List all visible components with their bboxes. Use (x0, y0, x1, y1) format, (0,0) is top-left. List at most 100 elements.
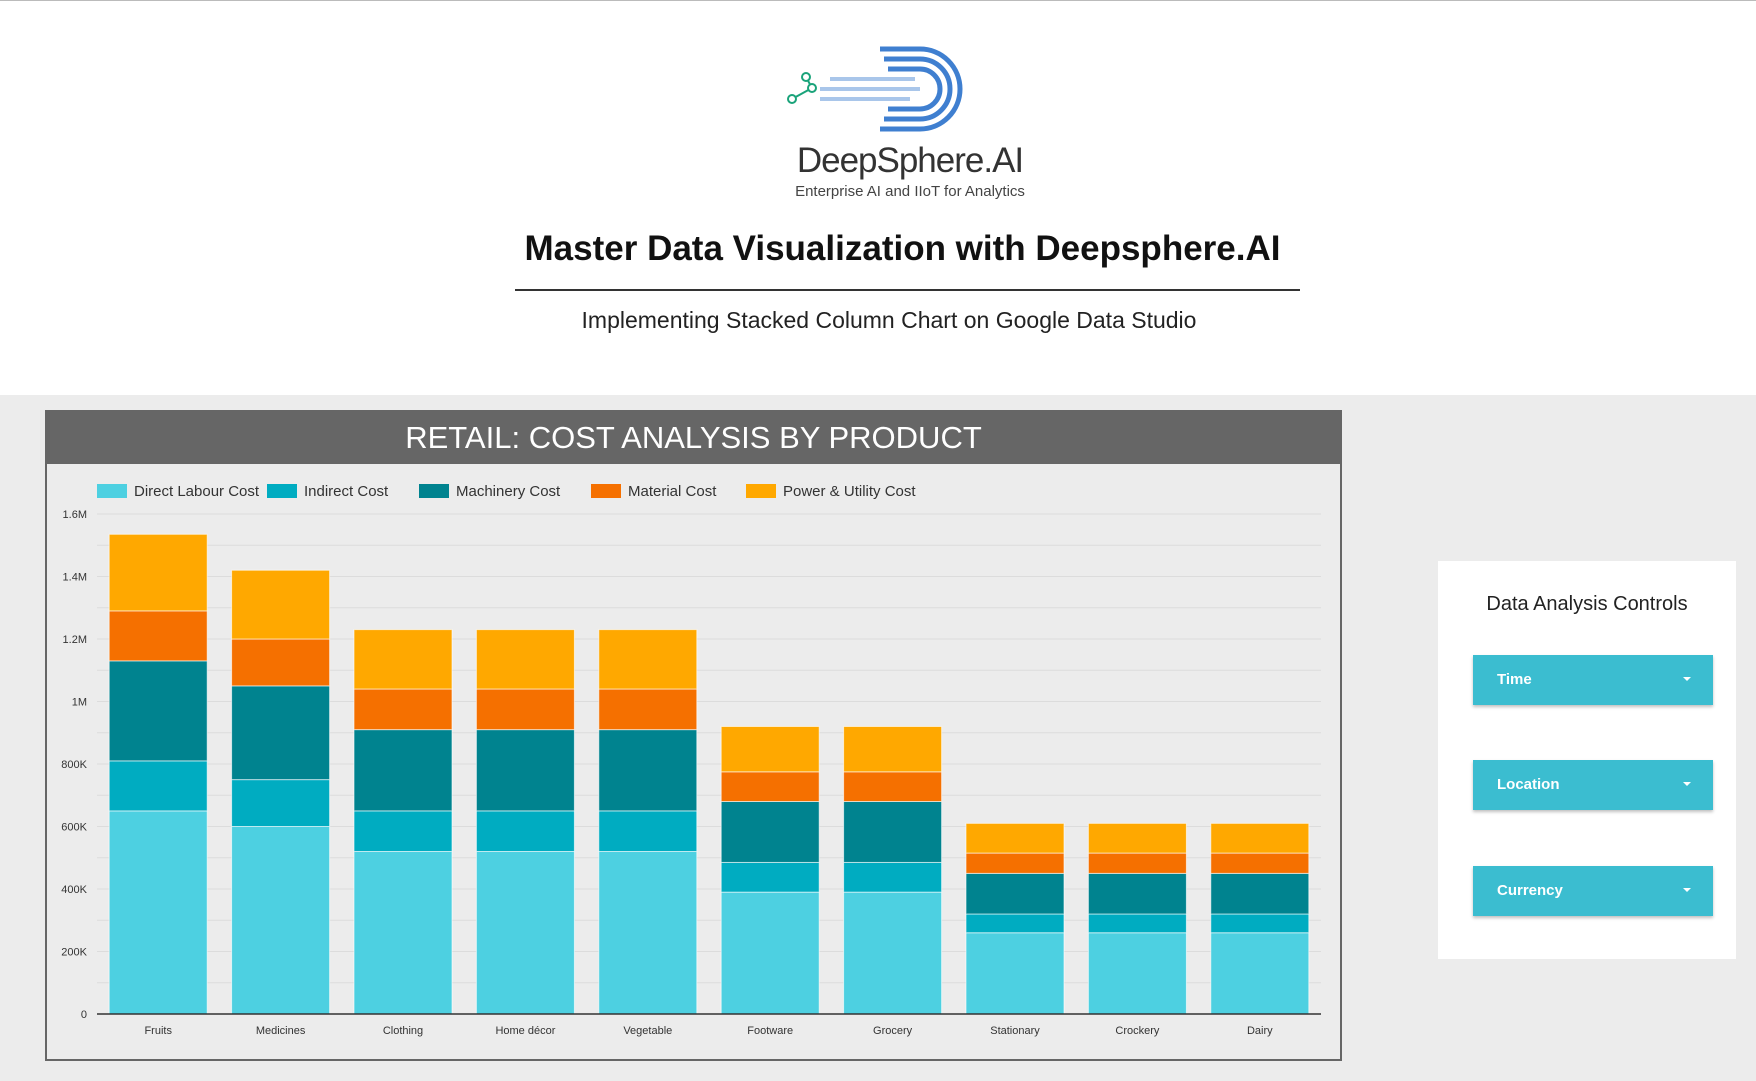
y-tick-label: 0 (81, 1009, 87, 1021)
y-tick-label: 200K (61, 947, 87, 959)
legend-label: Direct Labour Cost (134, 483, 260, 500)
x-tick-label: Crockery (1115, 1025, 1160, 1037)
page-subtitle: Implementing Stacked Column Chart on Goo… (581, 307, 1197, 333)
bar-segment (843, 891, 943, 1015)
y-tick-label: 800K (61, 759, 87, 771)
bar-segment (1210, 932, 1310, 1015)
bar-segment (720, 726, 820, 773)
bar-segment (1087, 822, 1187, 854)
bar-segment (1087, 852, 1187, 874)
bar-segment (1087, 872, 1187, 915)
bar-segment (475, 810, 575, 852)
x-tick-label: Clothing (383, 1025, 423, 1037)
bar-segment (843, 771, 943, 802)
legend-swatch (419, 484, 449, 498)
title-divider (515, 289, 1300, 291)
x-tick-label: Medicines (256, 1025, 306, 1037)
chart-panel: RETAIL: COST ANALYSIS BY PRODUCT 0 200K 40… (45, 410, 1342, 1061)
controls-title: Data Analysis Controls (1486, 593, 1688, 615)
legend-label: Material Cost (628, 483, 717, 500)
bar-segment (231, 826, 331, 1015)
bar-segment (720, 861, 820, 893)
bar-segment (353, 810, 453, 852)
legend-swatch (746, 484, 776, 498)
legend-swatch (591, 484, 621, 498)
bar-segment (353, 629, 453, 690)
bar-segment (231, 569, 331, 640)
logo-brand: DeepSphere.AI (796, 141, 1024, 180)
location-dropdown[interactable]: Location (1473, 760, 1713, 810)
bar-segment (598, 729, 698, 812)
bar-segment (1210, 852, 1310, 874)
dropdown-label: Time (1497, 671, 1532, 688)
bar-segment (720, 801, 820, 863)
bar-segment (475, 688, 575, 731)
dropdown-label: Currency (1497, 882, 1563, 899)
caret-down-icon (1683, 888, 1691, 892)
dropdown-label: Location (1497, 776, 1560, 793)
y-tick-label: 1.4M (63, 572, 87, 584)
logo-mark-icon (787, 46, 963, 132)
y-tick-label: 1.2M (63, 634, 87, 646)
chart-title: RETAIL: COST ANALYSIS BY PRODUCT (47, 412, 1340, 464)
bar-segment (1087, 932, 1187, 1015)
bar-segment (353, 851, 453, 1015)
bar-segment (108, 660, 208, 762)
y-tick-label: 1M (72, 697, 87, 709)
x-tick-label: Grocery (873, 1025, 913, 1037)
bar-segment (108, 810, 208, 1015)
deepsphere-logo: DeepSphere.AI Enterprise AI and IIoT for… (780, 41, 1040, 206)
bar-segment (598, 688, 698, 731)
bar-segment (965, 913, 1065, 934)
bar-segment (598, 810, 698, 852)
bar-segment (231, 638, 331, 687)
bar-segment (475, 851, 575, 1015)
bar-segment (475, 729, 575, 812)
bar-segment (353, 729, 453, 812)
legend-swatch (97, 484, 127, 498)
bar-segment (475, 629, 575, 690)
y-tick-label: 600K (61, 822, 87, 834)
bar-segment (965, 932, 1065, 1015)
bar-segment (231, 685, 331, 781)
x-tick-label: Stationary (990, 1025, 1040, 1037)
bar-segment (598, 629, 698, 690)
bar-segment (1087, 913, 1187, 934)
y-tick-label: 400K (61, 884, 87, 896)
bar-segment (843, 861, 943, 893)
controls-panel: Data Analysis Controls Time Location Cur… (1438, 561, 1736, 959)
legend-label: Indirect Cost (304, 483, 389, 500)
x-tick-label: Home décor (495, 1025, 555, 1037)
stacked-column-chart: 0 200K 400K 600K 800K 1M 1.2M 1.4M 1.6M Direct La… (61, 483, 1321, 1037)
bar-segment (965, 822, 1065, 854)
time-dropdown[interactable]: Time (1473, 655, 1713, 705)
x-tick-label: Dairy (1247, 1025, 1273, 1037)
bar-segment (843, 801, 943, 863)
bar-segment (108, 760, 208, 812)
bar-segment (720, 891, 820, 1015)
currency-dropdown[interactable]: Currency (1473, 866, 1713, 916)
bar-segment (1210, 872, 1310, 915)
bar-segment (108, 610, 208, 662)
bar-segment (843, 726, 943, 773)
legend-label: Power & Utility Cost (783, 483, 916, 500)
logo-tagline: Enterprise AI and IIoT for Analytics (795, 183, 1025, 200)
bar-segment (353, 688, 453, 731)
bar-segment (598, 851, 698, 1015)
legend-swatch (267, 484, 297, 498)
bar-segment (1210, 822, 1310, 854)
caret-down-icon (1683, 782, 1691, 786)
caret-down-icon (1683, 677, 1691, 681)
bar-segment (1210, 913, 1310, 934)
legend-label: Machinery Cost (456, 483, 561, 500)
y-tick-label: 1.6M (63, 509, 87, 521)
x-tick-label: Footware (747, 1025, 793, 1037)
bar-segment (965, 852, 1065, 874)
bar-segment (108, 533, 208, 612)
x-tick-label: Fruits (144, 1025, 172, 1037)
bar-segment (720, 771, 820, 802)
bar-segment (965, 872, 1065, 915)
page-title: Master Data Visualization with Deepspher… (524, 229, 1281, 268)
bar-segment (231, 779, 331, 827)
x-tick-label: Vegetable (623, 1025, 672, 1037)
